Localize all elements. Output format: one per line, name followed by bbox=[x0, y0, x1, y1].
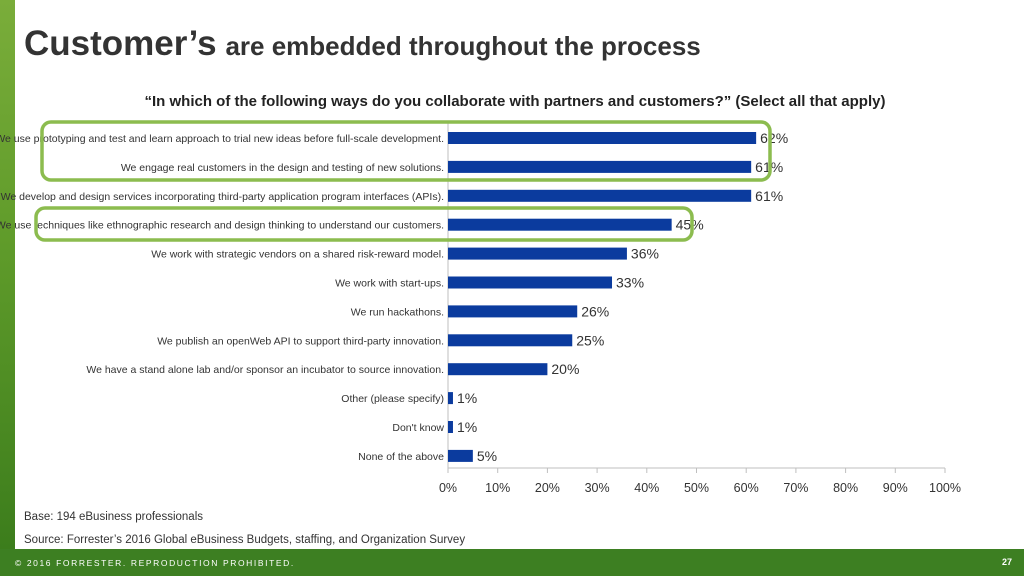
base-note: Base: 194 eBusiness professionals bbox=[24, 511, 203, 523]
category-label: Don't know bbox=[392, 422, 444, 434]
source-note: Source: Forrester’s 2016 Global eBusines… bbox=[24, 534, 466, 546]
category-label: We develop and design services incorpora… bbox=[1, 191, 444, 203]
highlight-outline bbox=[34, 206, 694, 242]
page-number: 27 bbox=[1001, 557, 1012, 567]
x-tick-label: 90% bbox=[883, 481, 908, 495]
bar bbox=[448, 421, 453, 433]
value-label: 33% bbox=[616, 275, 644, 291]
x-tick-label: 30% bbox=[585, 481, 610, 495]
value-label: 36% bbox=[631, 246, 659, 262]
left-accent-stripe bbox=[0, 0, 15, 549]
x-tick-label: 10% bbox=[485, 481, 510, 495]
x-tick-label: 0% bbox=[439, 481, 457, 495]
bar bbox=[448, 334, 573, 347]
category-label: We work with strategic vendors on a shar… bbox=[151, 249, 444, 261]
bar bbox=[448, 392, 453, 405]
x-tick-label: 60% bbox=[734, 481, 759, 495]
bar bbox=[448, 132, 757, 144]
bar-chart: We use prototyping and test and learn ap… bbox=[0, 120, 961, 495]
footer-bar: © 2016 FORRESTER. REPRODUCTION PROHIBITE… bbox=[0, 549, 1024, 576]
x-tick-label: 100% bbox=[929, 481, 961, 495]
category-label: Other (please specify) bbox=[341, 393, 444, 405]
category-label: We have a stand alone lab and/or sponsor… bbox=[86, 364, 444, 376]
survey-question: “In which of the following ways do you c… bbox=[144, 93, 886, 110]
category-label: We engage real customers in the design a… bbox=[121, 162, 444, 174]
title-rest: are embedded throughout the process bbox=[225, 31, 701, 61]
bar bbox=[448, 363, 548, 376]
value-label: 45% bbox=[676, 217, 704, 233]
category-label: We use techniques like ethnographic rese… bbox=[0, 220, 444, 232]
bar bbox=[448, 218, 672, 231]
x-tick-label: 50% bbox=[684, 481, 709, 495]
value-label: 25% bbox=[576, 332, 604, 348]
category-label: We run hackathons. bbox=[351, 306, 444, 318]
category-label: We publish an openWeb API to support thi… bbox=[157, 335, 444, 347]
bar bbox=[448, 160, 752, 173]
bar bbox=[448, 189, 752, 202]
title-lead: Customer’s bbox=[24, 24, 217, 63]
value-label: 26% bbox=[581, 303, 609, 319]
value-label: 1% bbox=[457, 390, 477, 406]
category-label: None of the above bbox=[358, 451, 444, 463]
x-tick-label: 20% bbox=[535, 481, 560, 495]
bar bbox=[448, 449, 473, 462]
category-label: We work with start-ups. bbox=[335, 278, 444, 290]
copyright-notice: © 2016 FORRESTER. REPRODUCTION PROHIBITE… bbox=[15, 558, 295, 568]
bar bbox=[448, 276, 613, 289]
bar bbox=[448, 305, 578, 318]
bar bbox=[448, 247, 627, 260]
x-tick-label: 80% bbox=[833, 481, 858, 495]
value-label: 1% bbox=[457, 419, 477, 435]
value-label: 61% bbox=[755, 188, 783, 204]
value-label: 62% bbox=[760, 130, 788, 146]
x-tick-label: 40% bbox=[634, 481, 659, 495]
slide-title: Customer’s are embedded throughout the p… bbox=[24, 24, 701, 64]
x-tick-label: 70% bbox=[783, 481, 808, 495]
value-label: 20% bbox=[551, 361, 579, 377]
value-label: 5% bbox=[477, 448, 497, 464]
highlight-outline bbox=[40, 120, 772, 182]
category-label: We use prototyping and test and learn ap… bbox=[0, 133, 444, 145]
